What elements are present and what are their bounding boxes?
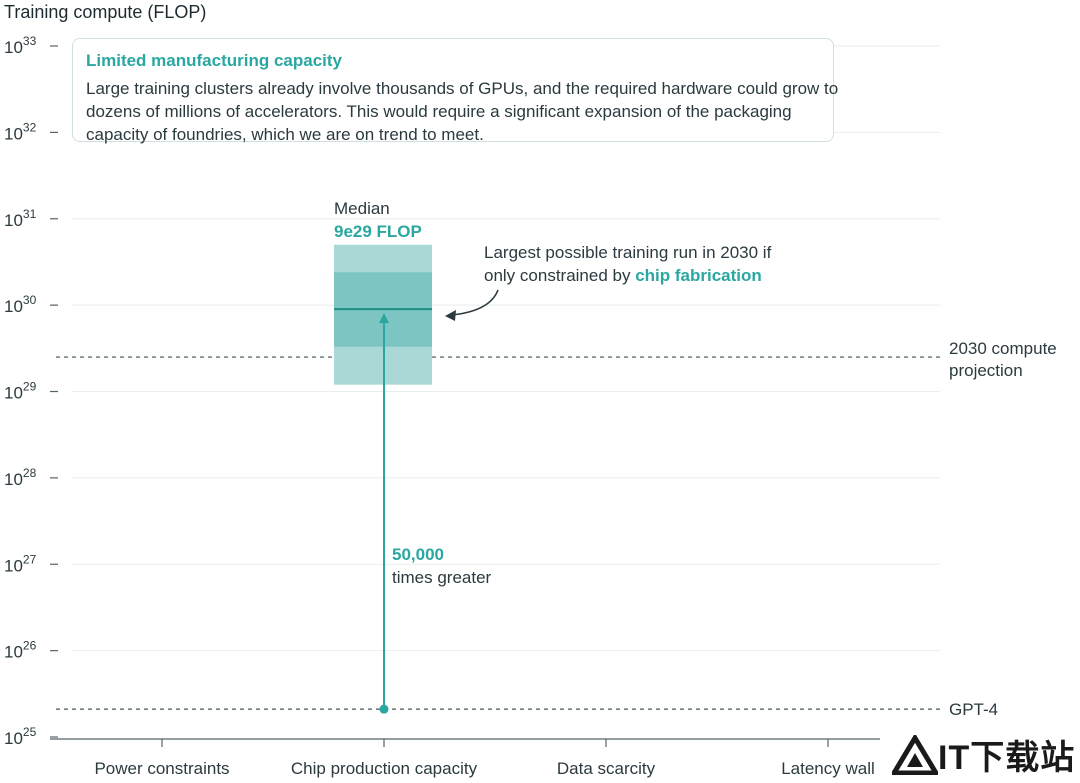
gpt4-point [379,704,389,714]
median-value-label: 9e29 FLOP [334,222,422,241]
arrow-label-value: 50,000 [392,545,444,564]
x-tick-label: Data scarcity [557,759,656,778]
y-tick-label: 1026 [4,639,37,662]
arrow-label-text: times greater [392,568,492,587]
x-tick-label: Latency wall [781,759,875,778]
watermark-triangle-icon [892,734,938,775]
y-tick-label: 1030 [4,293,37,316]
callout-title: Limited manufacturing capacity [86,51,342,70]
x-tick-label: Power constraints [94,759,229,778]
y-tick-label: 1033 [4,34,37,57]
callout-body: Large training clusters already involve … [86,79,839,144]
chip-note-line2: only constrained by chip fabrication [484,266,762,285]
y-tick-label: 1032 [4,120,37,143]
x-tick-label: Chip production capacity [291,759,478,778]
chip-note-line1: Largest possible training run in 2030 if [484,243,772,262]
pointer-arrow-head [445,310,456,321]
reference-label: 2030 compute [949,339,1057,358]
growth-arrow-head [379,313,389,324]
reference-label: projection [949,361,1023,380]
callout-box: Limited manufacturing capacity Large tra… [72,38,838,144]
y-tick-label: 1025 [4,725,37,748]
y-axis-title: Training compute (FLOP) [4,2,207,22]
watermark-text: IT下载站 [938,739,1076,777]
y-tick-label: 1028 [4,466,37,489]
median-label: Median [334,199,390,218]
y-tick-label: 1029 [4,380,37,403]
watermark: IT下载站 [892,730,1075,779]
y-tick-label: 1027 [4,552,37,575]
pointer-arrow-curve [451,289,499,316]
reference-label: GPT-4 [949,700,998,719]
y-tick-label: 1031 [4,207,37,230]
